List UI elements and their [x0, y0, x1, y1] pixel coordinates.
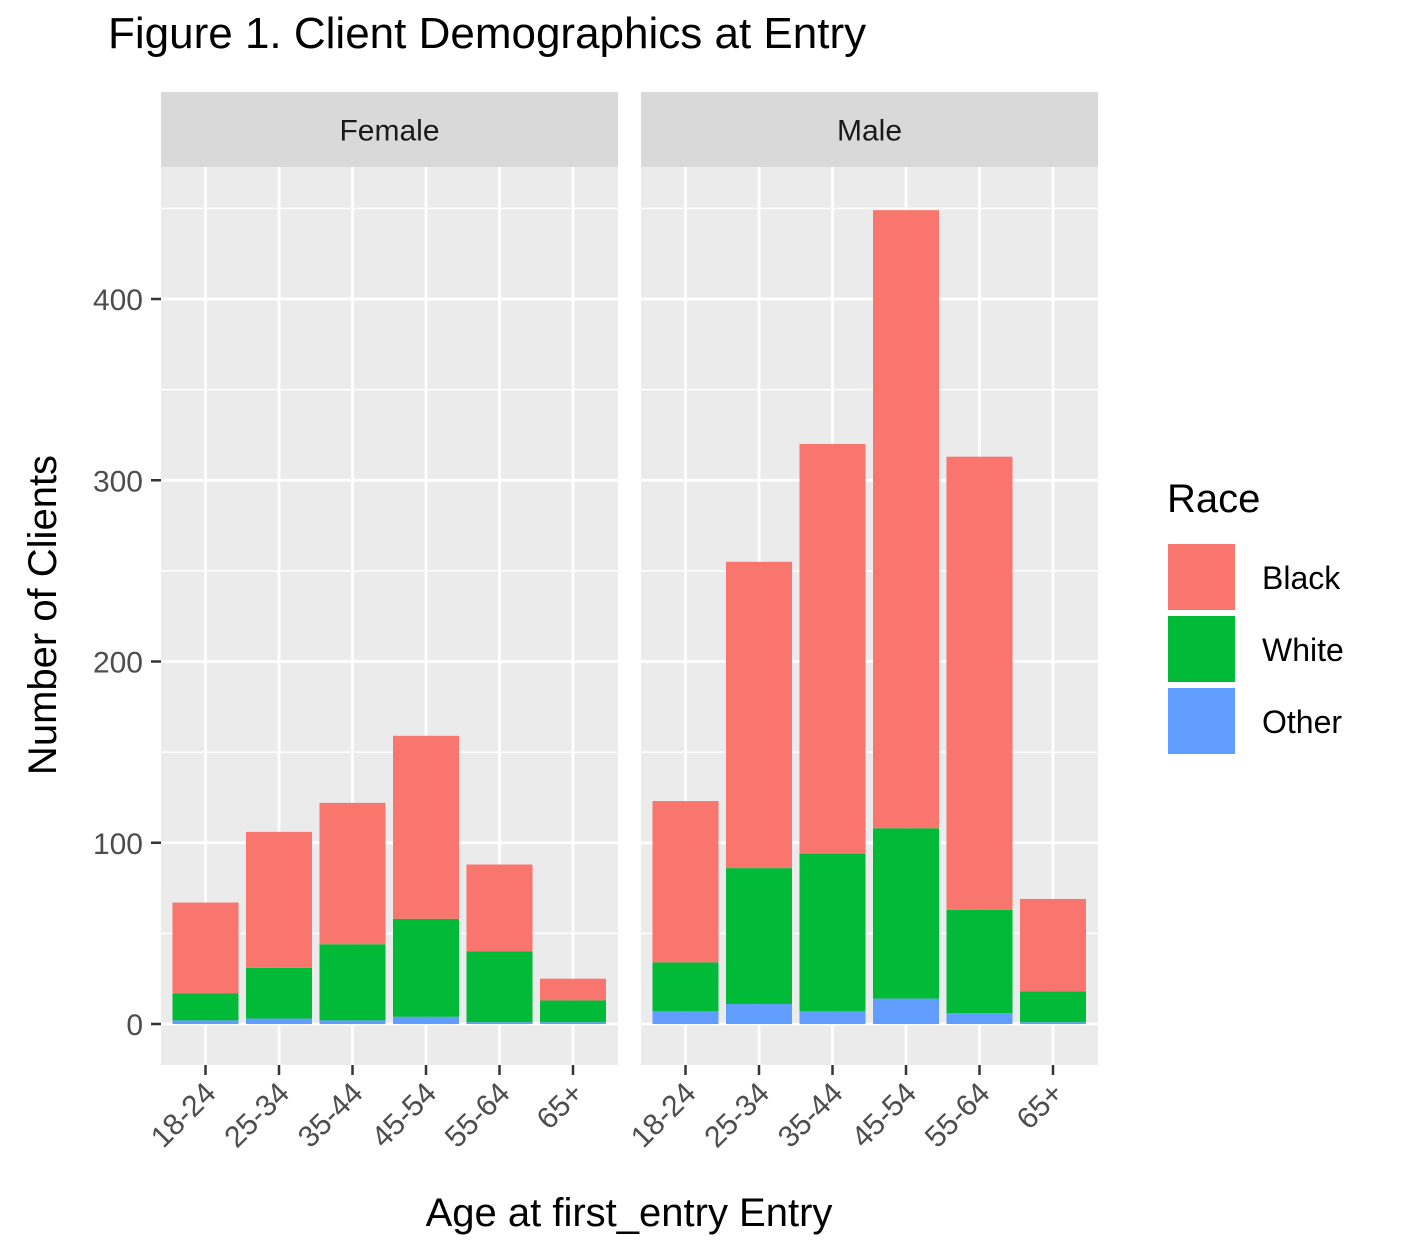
x-axis-title: Age at first_entry Entry — [426, 1191, 833, 1235]
bar-male-55-64-other — [946, 1013, 1013, 1024]
x-tick-label: 35-44 — [772, 1077, 850, 1155]
facet-strip — [161, 92, 618, 167]
facet-strip — [641, 92, 1098, 167]
bar-female-25-34-black — [246, 831, 312, 968]
y-axis: 0 100 200 300 400 — [93, 284, 161, 1042]
bar-male-18-24-white — [652, 962, 719, 1012]
bar-female-35-44-black — [319, 802, 386, 945]
bar-female-55-64-other — [466, 1022, 533, 1024]
x-tick-label: 35-44 — [292, 1077, 370, 1155]
x-tick-label: 45-54 — [365, 1077, 443, 1155]
bar-male-65+-black — [1020, 898, 1086, 992]
bar-female-65+-white — [540, 1000, 606, 1023]
y-tick-label: 100 — [93, 828, 143, 861]
legend-swatch-black — [1168, 544, 1235, 610]
bar-female-18-24-black — [172, 902, 239, 994]
legend-title: Race — [1167, 477, 1260, 521]
y-tick-label: 200 — [93, 647, 143, 680]
bar-female-45-54-black — [393, 735, 459, 919]
legend-label-black: Black — [1262, 560, 1341, 596]
legend-label-white: White — [1262, 632, 1344, 668]
bar-male-55-64-black — [946, 456, 1013, 910]
legend: Race Black White Other — [1167, 477, 1344, 754]
y-tick-label: 0 — [126, 1009, 143, 1042]
x-tick-label: 55-64 — [439, 1077, 517, 1155]
legend-label-other: Other — [1262, 704, 1342, 740]
bar-female-55-64-black — [466, 864, 533, 952]
facet-strip-label: Female — [339, 115, 439, 148]
x-tick-label: 25-34 — [218, 1077, 296, 1155]
y-axis-title: Number of Clients — [21, 455, 65, 775]
bar-female-45-54-white — [393, 918, 459, 1017]
bar-male-45-54-white — [873, 828, 939, 999]
bar-female-18-24-white — [172, 993, 239, 1021]
bar-male-25-34-white — [726, 868, 792, 1005]
bar-male-25-34-black — [726, 561, 792, 869]
facet-strip-label: Male — [837, 115, 902, 148]
x-tick-label: 65+ — [531, 1077, 590, 1136]
x-tick-label: 55-64 — [919, 1077, 997, 1155]
x-tick-label: 18-24 — [625, 1077, 703, 1155]
x-tick-label: 45-54 — [845, 1077, 923, 1155]
bar-male-25-34-other — [726, 1004, 792, 1024]
bar-female-18-24-other — [172, 1020, 239, 1024]
bar-female-25-34-white — [246, 967, 312, 1019]
bar-male-65+-white — [1020, 991, 1086, 1023]
bar-male-35-44-black — [799, 444, 866, 854]
x-tick-label: 25-34 — [698, 1077, 776, 1155]
y-tick-label: 300 — [93, 465, 143, 498]
bar-male-18-24-other — [652, 1011, 719, 1024]
bar-male-65+-other — [1020, 1022, 1086, 1024]
bar-male-55-64-white — [946, 909, 1013, 1014]
bar-female-65+-black — [540, 978, 606, 1001]
x-tick-label: 65+ — [1011, 1077, 1070, 1136]
bar-male-45-54-black — [873, 210, 939, 829]
bar-female-65+-other — [540, 1022, 606, 1024]
bar-male-45-54-other — [873, 998, 939, 1024]
bar-female-45-54-other — [393, 1016, 459, 1024]
x-tick-label: 18-24 — [145, 1077, 223, 1155]
bar-female-55-64-white — [466, 951, 533, 1023]
chart-title: Figure 1. Client Demographics at Entry — [108, 9, 866, 58]
bar-female-35-44-other — [319, 1020, 386, 1024]
bar-female-35-44-white — [319, 944, 386, 1021]
bar-male-35-44-other — [799, 1011, 866, 1024]
bar-female-25-34-other — [246, 1018, 312, 1024]
legend-swatch-other — [1168, 688, 1235, 754]
legend-items: Black White Other — [1168, 544, 1344, 754]
bar-male-18-24-black — [652, 801, 719, 963]
bar-male-35-44-white — [799, 853, 866, 1012]
legend-swatch-white — [1168, 616, 1235, 682]
y-tick-label: 400 — [93, 284, 143, 317]
